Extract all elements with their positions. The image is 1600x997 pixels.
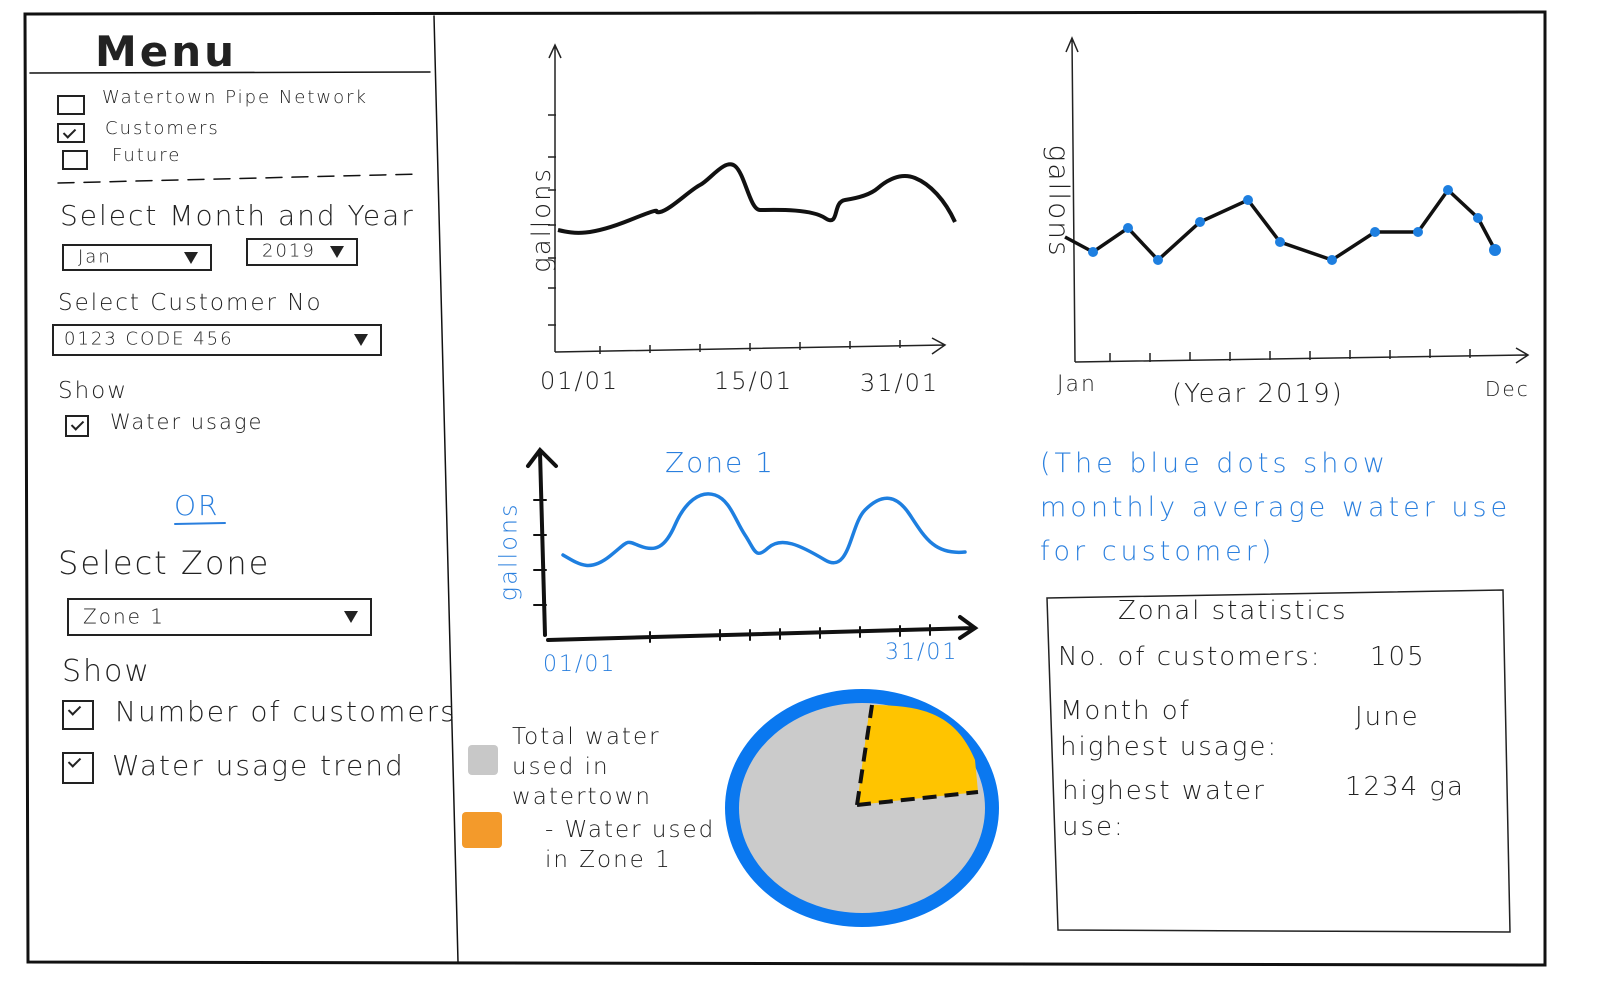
dot [1473,213,1483,223]
dropdown-arrow [330,246,344,258]
y-axis-label: gallons [1042,144,1076,258]
legend-label: - Water used in Zone 1 [545,817,716,873]
checkbox[interactable] [65,415,89,437]
dot [1243,195,1253,205]
show-label: Show [62,654,151,689]
y-axis-label: gallons [527,166,558,273]
x-caption: (Year 2019) [1172,379,1344,409]
dot [1413,227,1423,237]
menu-separator [57,173,421,184]
x-end-label: Dec [1485,377,1530,401]
daily-chart [548,43,957,355]
y-axis-label: gallons [494,502,523,602]
x-tick-label: 15/01 [714,367,794,395]
dot [1153,255,1163,265]
y-axis [548,43,562,352]
dot [1443,185,1453,195]
customer-dropdown[interactable]: 0123 CODE 456 [52,324,382,356]
checkbox[interactable] [62,752,94,784]
x-tick-label: 01/01 [543,652,617,677]
stat-label: No. of customers: [1058,642,1322,672]
year-value: 2019 [262,240,316,262]
outer-frame [23,10,1547,967]
checkbox-label: Customers [105,118,220,139]
monthly-dots [1088,185,1501,265]
checkbox[interactable] [57,95,85,115]
checkbox-label: Water usage trend [112,749,405,782]
menu-rule [29,71,431,74]
zone-chart [526,446,979,643]
dot [1275,237,1285,247]
checkbox-label: Water usage [110,410,264,434]
legend-label: Total water used in watertown [512,724,661,810]
stat-value: 1234 ga [1345,772,1465,802]
menu-title: Menu [95,27,238,76]
daily-line [557,162,957,235]
month-year-label: Select Month and Year [60,199,415,232]
panel-divider [433,15,459,963]
stat-value: 105 [1370,642,1426,672]
or-label: OR [174,489,220,522]
year-dropdown[interactable]: 2019 [246,238,358,266]
month-dropdown[interactable]: Jan [62,244,212,271]
dropdown-arrow [354,334,368,346]
y-ticks [548,114,556,326]
checkbox[interactable] [62,700,94,730]
customer-value: 0123 CODE 456 [64,328,234,350]
dot [1195,217,1205,227]
stats-title: Zonal statistics [1118,596,1348,626]
x-tick-label: 31/01 [885,640,959,665]
or-underline [174,522,226,525]
x-ticks [599,340,901,354]
show-label: Show [58,378,129,404]
customer-label: Select Customer No [58,290,323,316]
zone-label: Select Zone [58,544,271,582]
stat-label: Month of highest usage: [1060,696,1279,762]
dot [1370,227,1380,237]
pie [725,689,999,927]
dropdown-arrow [184,251,198,264]
month-value: Jan [78,246,112,268]
chart-note: (The blue dots show monthly average wate… [1040,448,1512,567]
checkbox[interactable] [57,123,85,143]
checkbox-label: Watertown Pipe Network [102,87,368,108]
y-axis [526,446,558,637]
zone-chart-title: Zone 1 [665,446,775,479]
zone-value: Zone 1 [83,604,165,629]
dot [1489,244,1501,256]
dot [1088,247,1098,257]
zone-line [561,492,967,568]
dot [1327,255,1337,265]
x-ticks [1109,349,1471,362]
checkbox-label: Future [112,145,182,166]
zone-dropdown[interactable]: Zone 1 [67,598,372,636]
checkbox-label: Number of customers [115,695,457,728]
legend-swatch [468,745,498,775]
dot [1123,223,1133,233]
pie-dashes [855,704,979,807]
legend-swatch [462,812,502,848]
stat-label: highest water use: [1062,776,1266,842]
monthly-chart [1064,36,1530,364]
x-axis [546,615,979,642]
x-ticks [649,624,931,643]
x-tick-label: 31/01 [860,369,940,397]
y-axis [1065,36,1079,363]
stats-box [1046,589,1511,933]
y-ticks [533,499,547,606]
x-start-label: Jan [1057,372,1097,397]
stat-value: June [1355,702,1420,732]
x-axis [1074,347,1530,364]
checkbox[interactable] [62,150,88,170]
x-tick-label: 01/01 [540,367,620,395]
dropdown-arrow [344,611,358,623]
pie-zone [857,705,978,805]
